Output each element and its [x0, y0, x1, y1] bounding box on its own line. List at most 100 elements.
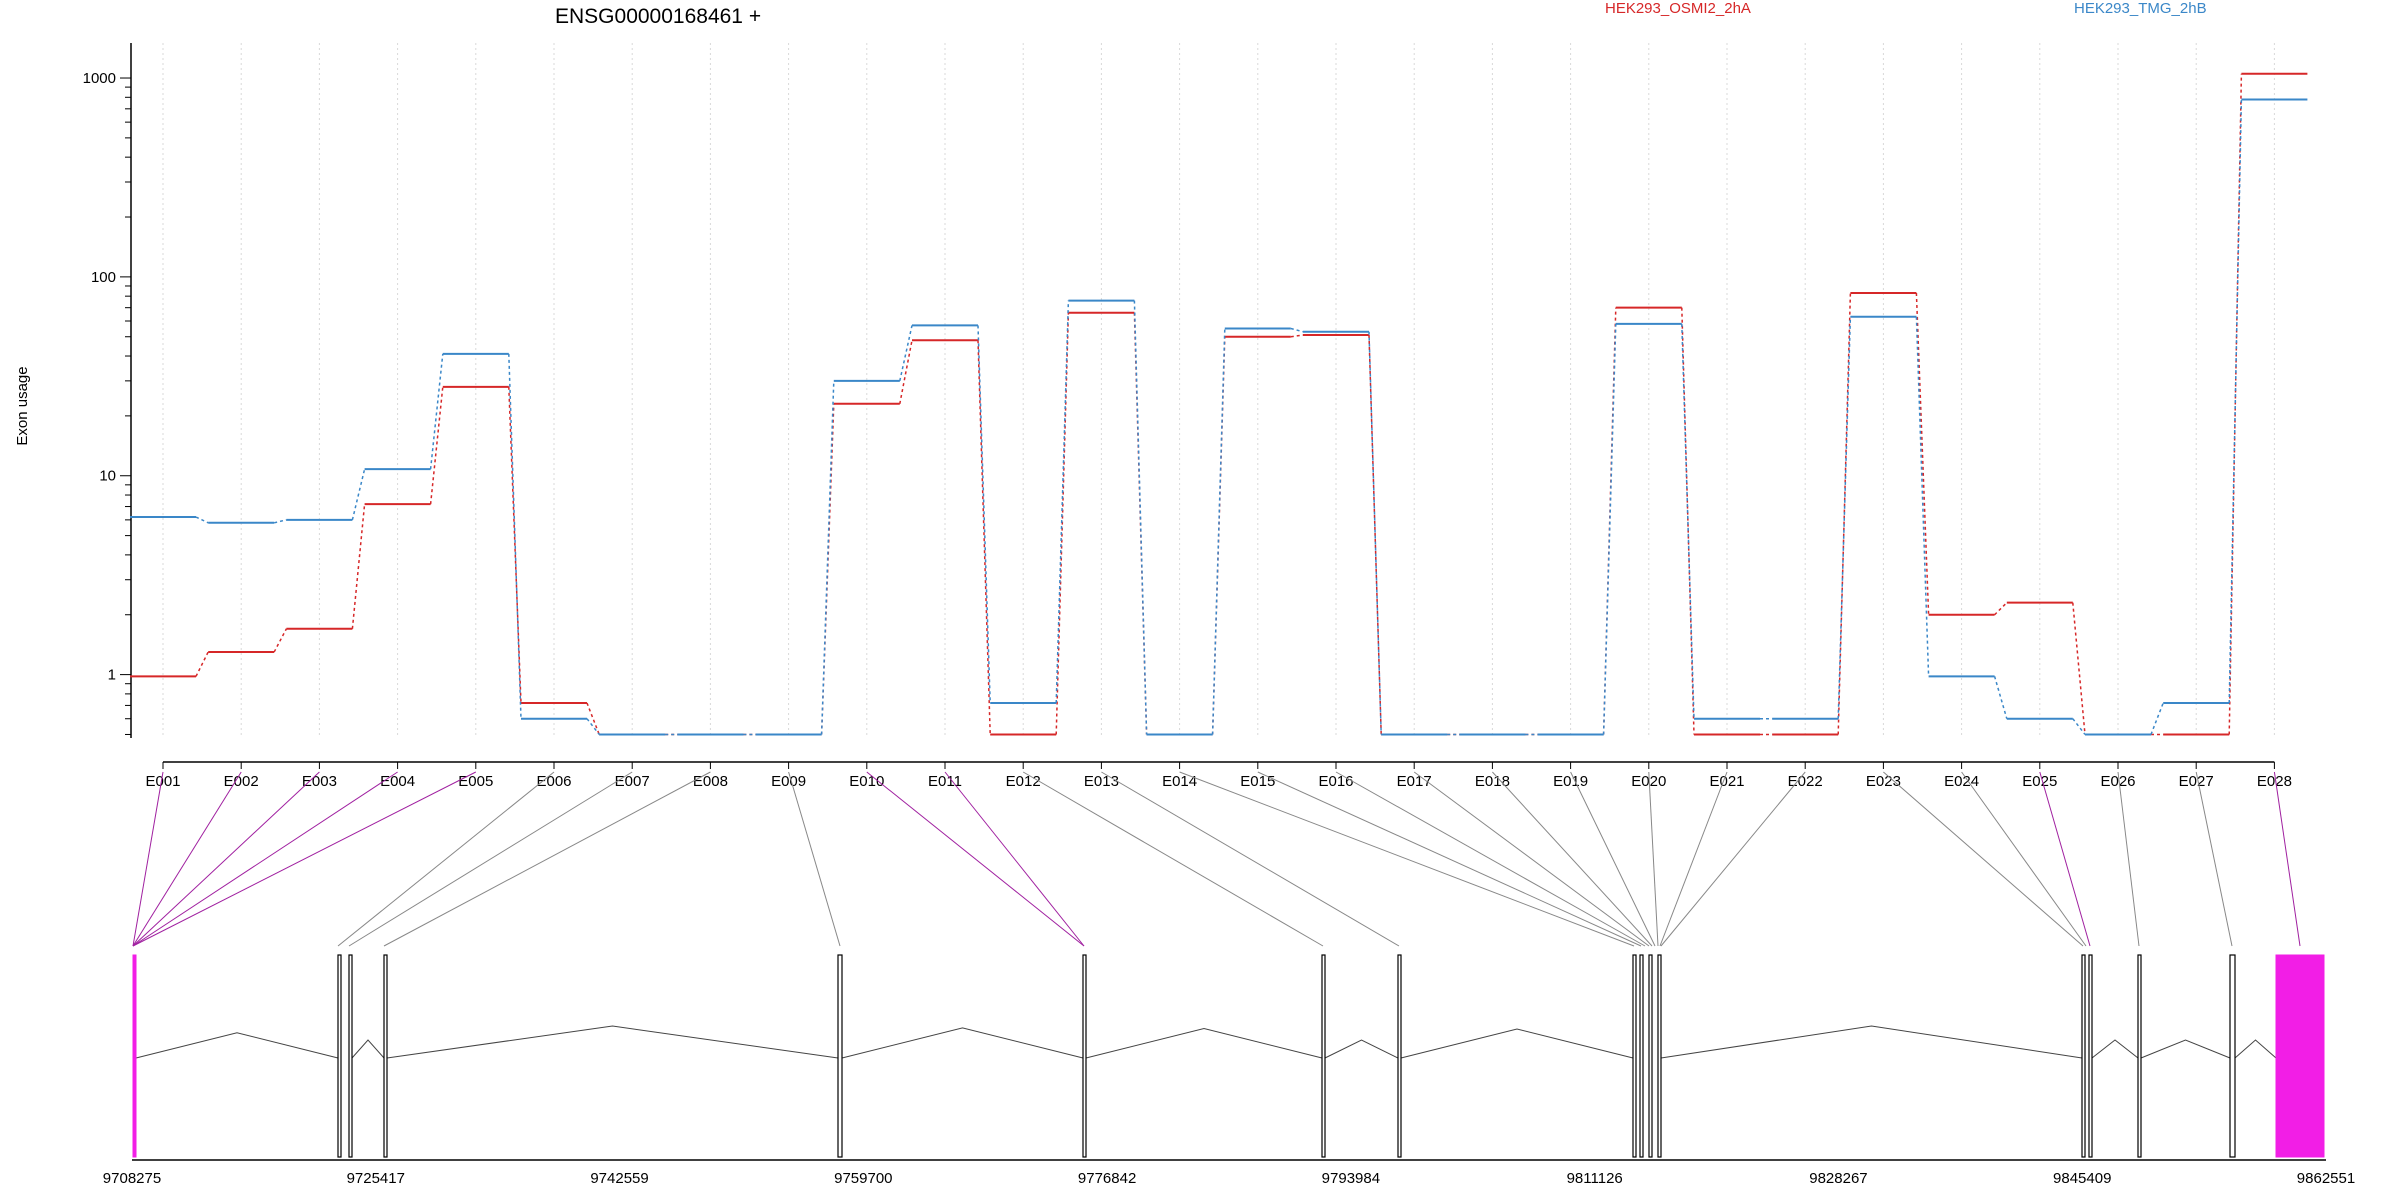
x-tick-label: E015 — [1240, 773, 1275, 790]
series-2-connector — [1681, 323, 1695, 719]
exon-block — [2081, 954, 2086, 1158]
exon-map-connector — [1022, 771, 1324, 947]
exon-map-connector — [1101, 771, 1400, 947]
exon-map-connector — [1257, 771, 1642, 947]
exon-block — [1082, 954, 1087, 1158]
series-1 — [130, 72, 2308, 736]
exon-block — [2137, 954, 2142, 1158]
legend-series-2: HEK293_TMG_2hB — [2074, 0, 2207, 17]
exon-map-connector — [132, 771, 242, 947]
exon-map-connector — [1492, 771, 1653, 947]
series-2-connector — [1602, 323, 1617, 735]
exon-map-connector — [383, 771, 711, 947]
x-tick-label: E001 — [145, 773, 180, 790]
chart-title: ENSG00000168461 + — [555, 5, 761, 28]
exon-block — [837, 954, 843, 1158]
exon-map-connector — [1570, 771, 1656, 947]
series-2-connector — [2228, 99, 2243, 703]
genome-coordinate-label: 9759700 — [834, 1170, 892, 1187]
genome-coordinate-label: 9725417 — [347, 1170, 405, 1187]
exon-map-connector — [132, 771, 477, 947]
exon-block — [1397, 954, 1402, 1158]
y-tick-label: 10 — [99, 468, 116, 485]
exon-map-connector — [337, 771, 555, 947]
x-tick-label: E007 — [615, 773, 650, 790]
genome-coordinate-label: 9776842 — [1078, 1170, 1136, 1187]
exon-map-connector — [788, 771, 841, 947]
x-tick-label: E012 — [1006, 773, 1041, 790]
legend-series-1: HEK293_OSMI2_2hA — [1605, 0, 1751, 17]
exon-map-connector — [1660, 771, 1806, 947]
x-tick-label: E009 — [771, 773, 806, 790]
series-1-connector — [429, 386, 444, 505]
series-2-connector — [195, 516, 209, 524]
x-tick-label: E021 — [1709, 773, 1744, 790]
series-2-connector — [977, 325, 991, 704]
exon-map-connector — [132, 771, 164, 947]
y-axis-label: Exon usage — [14, 366, 31, 445]
x-tick-label: E023 — [1866, 773, 1901, 790]
genome-coordinate-label: 9708275 — [103, 1170, 161, 1187]
y-tick-label: 1 — [108, 667, 116, 684]
exon-map-connector — [1413, 771, 1650, 947]
genome-coordinate-label: 9742559 — [590, 1170, 648, 1187]
series-1-connector — [899, 340, 913, 404]
genome-coordinate-label: 9811126 — [1567, 1170, 1623, 1187]
x-tick-label: E016 — [1318, 773, 1353, 790]
exon-block — [337, 954, 342, 1158]
exon-map-connector — [2195, 771, 2233, 947]
x-tick-label: E006 — [536, 773, 571, 790]
series-2-connector — [1290, 327, 1304, 333]
series-1-connector — [2072, 602, 2086, 735]
plot-layer: 1 10 100 1000 E001 E002 E003 E004 E005 E006 E007 E0… — [83, 43, 2355, 1187]
exon-map-connector — [1179, 771, 1635, 947]
x-tick-label: E020 — [1631, 773, 1666, 790]
exon-map-connector — [1883, 771, 2084, 947]
series-1-connector — [1290, 334, 1304, 338]
exon-map-connector — [2273, 771, 2301, 947]
exon-map-connector — [944, 771, 1085, 947]
exon-block — [2088, 954, 2093, 1158]
series-2-connector — [508, 353, 522, 719]
series-1-connector — [351, 504, 366, 629]
exon-map-connector — [1659, 771, 1728, 947]
intron-line — [1400, 1028, 1634, 1059]
series-1-connector — [586, 702, 600, 735]
series-2-connector — [1368, 331, 1382, 735]
series-2-connector — [1133, 300, 1148, 735]
x-tick-label: E026 — [2100, 773, 2135, 790]
genome-coordinate-label: 9793984 — [1322, 1170, 1380, 1187]
x-tick-label: E003 — [302, 773, 337, 790]
x-tick-label: E013 — [1084, 773, 1119, 790]
series-2-connector — [351, 468, 366, 521]
x-tick-label: E028 — [2257, 773, 2292, 790]
intron-line — [135, 1032, 339, 1059]
x-tick-label: E002 — [224, 773, 259, 790]
genome-coordinate-label: 9828267 — [1809, 1170, 1867, 1187]
x-tick-label: E010 — [849, 773, 884, 790]
series-2-connector — [820, 380, 835, 735]
exon-block — [132, 954, 137, 1158]
intron-line — [351, 1039, 385, 1059]
x-tick-label: E024 — [1944, 773, 1979, 790]
series-1-connector — [1915, 292, 1930, 615]
x-tick-label: E005 — [458, 773, 493, 790]
intron-line — [2140, 1039, 2231, 1059]
exon-map-connector — [1335, 771, 1646, 947]
x-tick-label: E014 — [1162, 773, 1197, 790]
genome-coordinate-label: 9845409 — [2053, 1170, 2111, 1187]
series-2-connector — [1915, 316, 1930, 677]
exon-block — [348, 954, 353, 1158]
exon-block — [1321, 954, 1326, 1158]
x-tick-label: E025 — [2022, 773, 2057, 790]
series-1-connector — [273, 628, 288, 653]
series-2-connector — [1837, 316, 1852, 719]
x-tick-label: E019 — [1553, 773, 1588, 790]
intron-line — [1324, 1039, 1399, 1059]
series-2-connector — [274, 519, 287, 524]
intron-line — [2234, 1039, 2277, 1059]
genome-coordinate-label: 9862551 — [2297, 1170, 2355, 1187]
intron-line — [1085, 1027, 1323, 1059]
series-2 — [130, 98, 2308, 736]
